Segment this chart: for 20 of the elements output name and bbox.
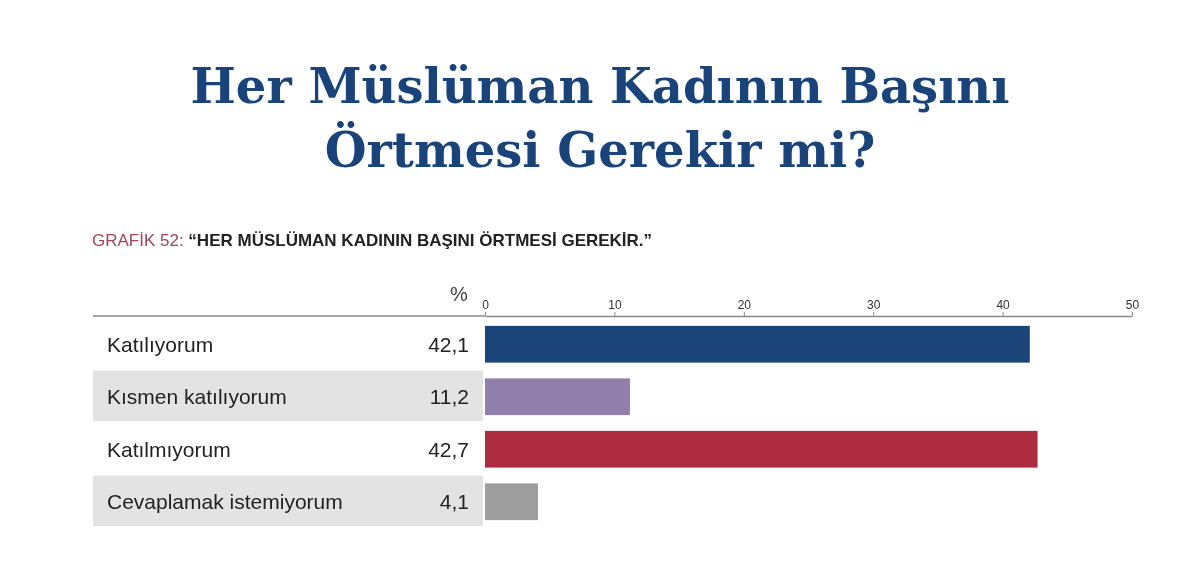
x-tick-label: 40 (996, 298, 1011, 312)
data-label: 4,1 (439, 490, 469, 514)
x-axis-title: % (450, 283, 469, 305)
chart-title: Her Müslüman Kadının Başını Örtmesi Gerekir mi? (190, 58, 1010, 178)
data-label: 11,2 (429, 385, 469, 409)
bar (485, 430, 1038, 468)
x-tick-label: 30 (867, 298, 881, 312)
x-tick-label: 10 (608, 298, 622, 312)
data-label: 42,1 (428, 332, 469, 356)
x-tick-label: 0 (482, 298, 490, 312)
y-tick-label: Cevaplamak istemiyorum (107, 490, 343, 514)
x-tick-label: 20 (737, 298, 752, 312)
x-tick-label: 50 (1125, 298, 1140, 312)
data-label: 42,7 (428, 437, 469, 461)
chart-subtitle: GRAFİK 52: “HER MÜSLÜMAN KADININ BAŞINI ÖRTMESİ GEREKİR.” (92, 231, 653, 250)
bar (485, 325, 1030, 363)
y-tick-label: Katılıyorum (107, 332, 214, 356)
y-tick-label: Kısmen katılıyorum (107, 385, 287, 409)
bar (485, 483, 539, 521)
y-tick-label: Katılmıyorum (107, 437, 231, 461)
